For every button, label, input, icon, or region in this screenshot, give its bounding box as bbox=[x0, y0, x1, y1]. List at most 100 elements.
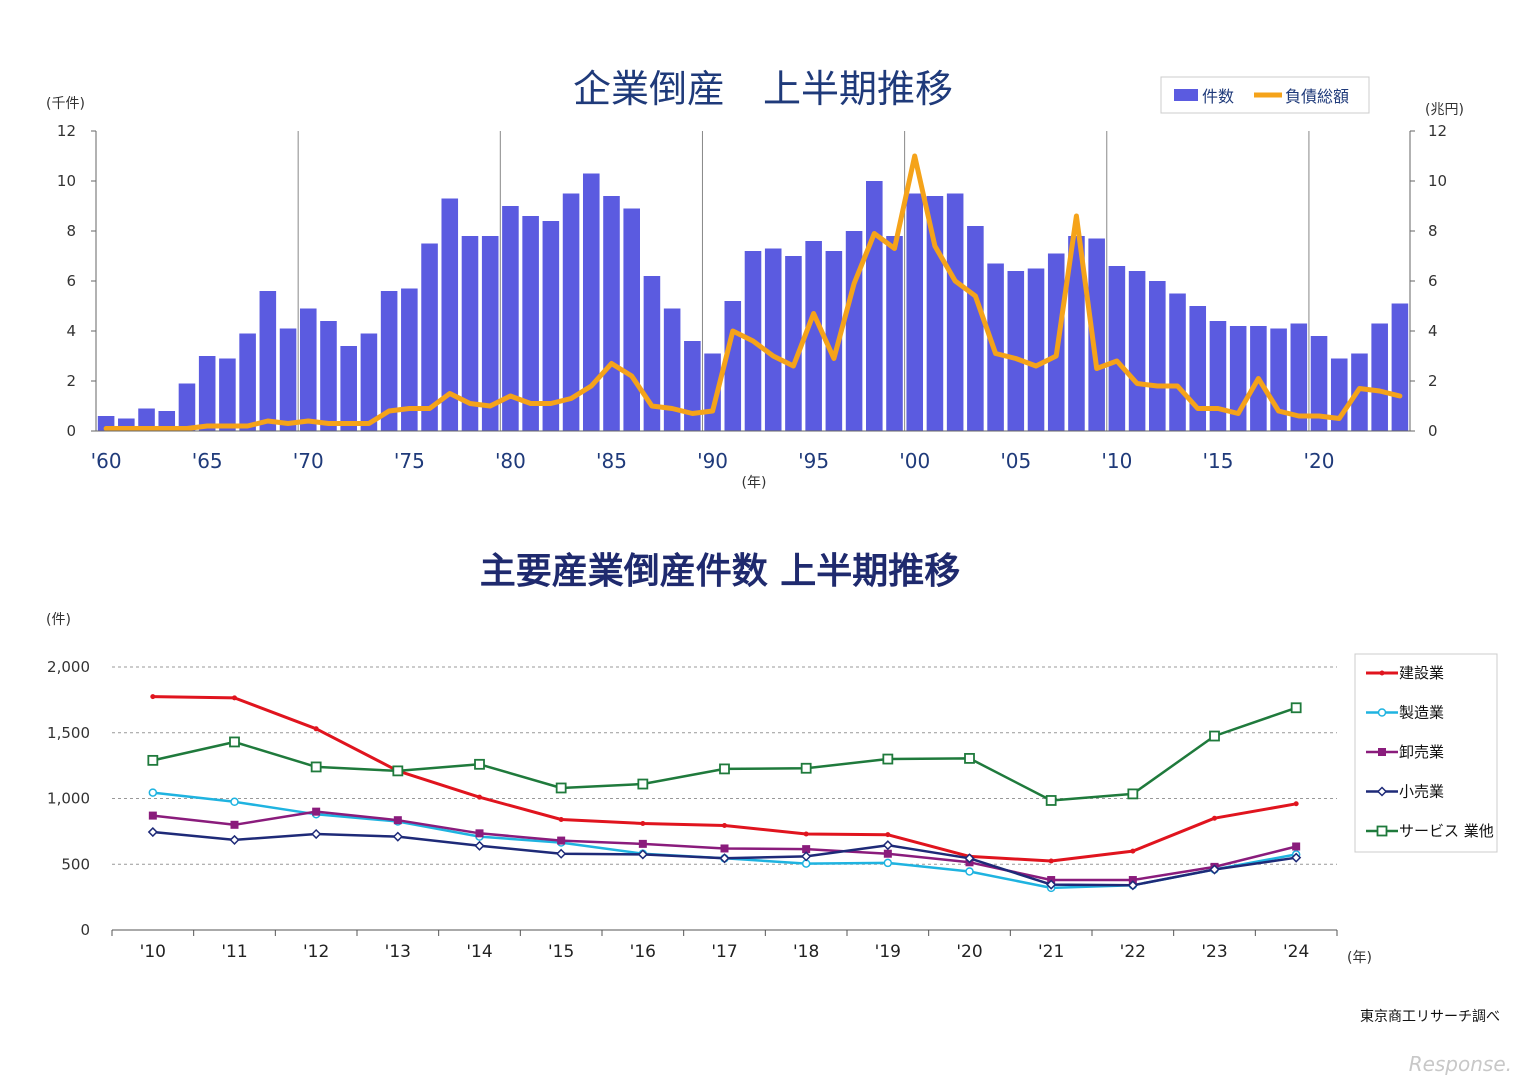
y-tick-right: 4 bbox=[1428, 322, 1438, 340]
bar-count bbox=[785, 256, 802, 431]
bar-count bbox=[1310, 336, 1328, 431]
chart1-title: 企業倒産 上半期推移 bbox=[573, 67, 953, 111]
point-dot bbox=[232, 695, 237, 701]
bar-count bbox=[1290, 323, 1308, 431]
point-circle bbox=[148, 788, 158, 797]
point-open-square bbox=[719, 763, 730, 775]
y-tick-right: 6 bbox=[1428, 272, 1438, 290]
x-tick-label: '10 bbox=[1101, 449, 1132, 473]
chart2-x-tick-labels: '10 '11 '12 '13 '14 '15 '16 '17 '18 '19 '20 '21 '22 '… bbox=[140, 942, 1310, 962]
x-tick-label: '22 bbox=[1120, 942, 1146, 962]
bar-count bbox=[906, 193, 924, 431]
bar-count bbox=[845, 231, 863, 431]
point-open-square bbox=[1127, 788, 1139, 800]
chart2-y-axis-unit: (件) bbox=[46, 612, 71, 628]
bar-count bbox=[320, 321, 337, 431]
x-tick-label: '80 bbox=[495, 449, 526, 473]
point-dot bbox=[1379, 670, 1385, 676]
point-diamond bbox=[1376, 786, 1388, 797]
point-square bbox=[148, 811, 157, 820]
y-tick-left: 2 bbox=[66, 372, 76, 390]
bar-count bbox=[1209, 321, 1227, 431]
x-tick-label: '21 bbox=[1038, 942, 1064, 962]
series-square-open bbox=[147, 702, 1302, 806]
bar-count bbox=[1128, 271, 1146, 431]
bar-count bbox=[1068, 236, 1085, 431]
bar-count bbox=[1007, 271, 1025, 431]
point-square bbox=[230, 820, 239, 829]
bar-count bbox=[967, 226, 984, 431]
x-tick-label: '95 bbox=[798, 449, 829, 473]
bar-count bbox=[441, 198, 459, 431]
legend-label: 小売業 bbox=[1399, 783, 1444, 801]
y-tick-left: 4 bbox=[66, 322, 76, 340]
x-tick-label: '11 bbox=[221, 942, 247, 962]
legend-label-debt: 負債総額 bbox=[1285, 87, 1349, 106]
series-line bbox=[152, 706, 1297, 802]
series-square bbox=[148, 807, 1301, 885]
legend-label: サービス 業他 bbox=[1399, 822, 1494, 840]
y-tick-label: 0 bbox=[80, 921, 90, 939]
bar-count bbox=[380, 291, 398, 431]
point-diamond bbox=[1046, 879, 1057, 890]
series-line bbox=[152, 791, 1297, 890]
point-square bbox=[638, 839, 647, 848]
bar-count bbox=[522, 216, 539, 431]
x-tick-label: '19 bbox=[875, 942, 901, 962]
point-open-square bbox=[1376, 825, 1388, 837]
bar-count bbox=[623, 208, 640, 431]
bar-count bbox=[421, 243, 438, 431]
point-dot bbox=[150, 694, 156, 700]
point-diamond bbox=[801, 851, 812, 862]
bar-count bbox=[138, 408, 155, 431]
point-dot bbox=[1293, 801, 1299, 807]
point-diamond bbox=[311, 828, 322, 840]
bar-count bbox=[178, 383, 196, 431]
point-square bbox=[883, 849, 892, 858]
x-tick-label: '85 bbox=[596, 449, 627, 473]
x-tick-label: '18 bbox=[793, 942, 819, 962]
point-square bbox=[720, 844, 729, 853]
point-dot bbox=[722, 822, 727, 828]
x-tick-label: '05 bbox=[1000, 449, 1031, 473]
y-tick-right: 2 bbox=[1428, 372, 1438, 390]
y-tick-label: 2,000 bbox=[47, 658, 90, 676]
bar-count bbox=[886, 236, 903, 431]
point-dot bbox=[558, 817, 564, 823]
point-open-square bbox=[800, 762, 812, 774]
point-diamond bbox=[392, 831, 403, 842]
chart1-x-axis-unit: (年) bbox=[742, 475, 767, 491]
point-square bbox=[1128, 876, 1137, 885]
bar-count bbox=[603, 196, 620, 431]
bar-count bbox=[1027, 268, 1045, 431]
bar-count bbox=[764, 248, 782, 431]
y-tick-left: 0 bbox=[66, 422, 76, 440]
bar-count bbox=[825, 251, 843, 431]
x-tick-label: '17 bbox=[711, 942, 737, 962]
x-tick-label: '13 bbox=[385, 942, 411, 962]
legend-label: 製造業 bbox=[1399, 704, 1444, 722]
bar-count bbox=[582, 173, 600, 431]
point-dot bbox=[1048, 858, 1054, 864]
point-dot bbox=[1212, 815, 1217, 821]
bar-count bbox=[461, 236, 479, 431]
point-open-square bbox=[392, 765, 404, 777]
point-diamond bbox=[147, 826, 158, 838]
point-diamond bbox=[719, 853, 730, 864]
y-tick-label: 500 bbox=[61, 855, 90, 873]
bar-count bbox=[279, 328, 297, 431]
x-tick-label: '23 bbox=[1201, 942, 1227, 962]
bar-count bbox=[401, 288, 418, 431]
bar-count bbox=[481, 236, 499, 431]
legend-label-count: 件数 bbox=[1202, 87, 1234, 106]
chart1-right-axis-unit: (兆円) bbox=[1425, 102, 1464, 118]
point-square bbox=[1292, 842, 1301, 851]
x-tick-label: '14 bbox=[466, 942, 492, 962]
point-open-square bbox=[964, 752, 975, 764]
chart1-y-tick-labels: 0 2 4 6 8 10 12 0 2 4 6 8 10 12 bbox=[57, 122, 1447, 440]
x-tick-label: '15 bbox=[1202, 449, 1233, 473]
point-circle bbox=[965, 867, 974, 876]
y-tick-right: 12 bbox=[1428, 122, 1447, 140]
point-diamond bbox=[1209, 864, 1220, 875]
chart2-y-tick-labels: 0 500 1,000 1,500 2,000 bbox=[47, 658, 90, 939]
